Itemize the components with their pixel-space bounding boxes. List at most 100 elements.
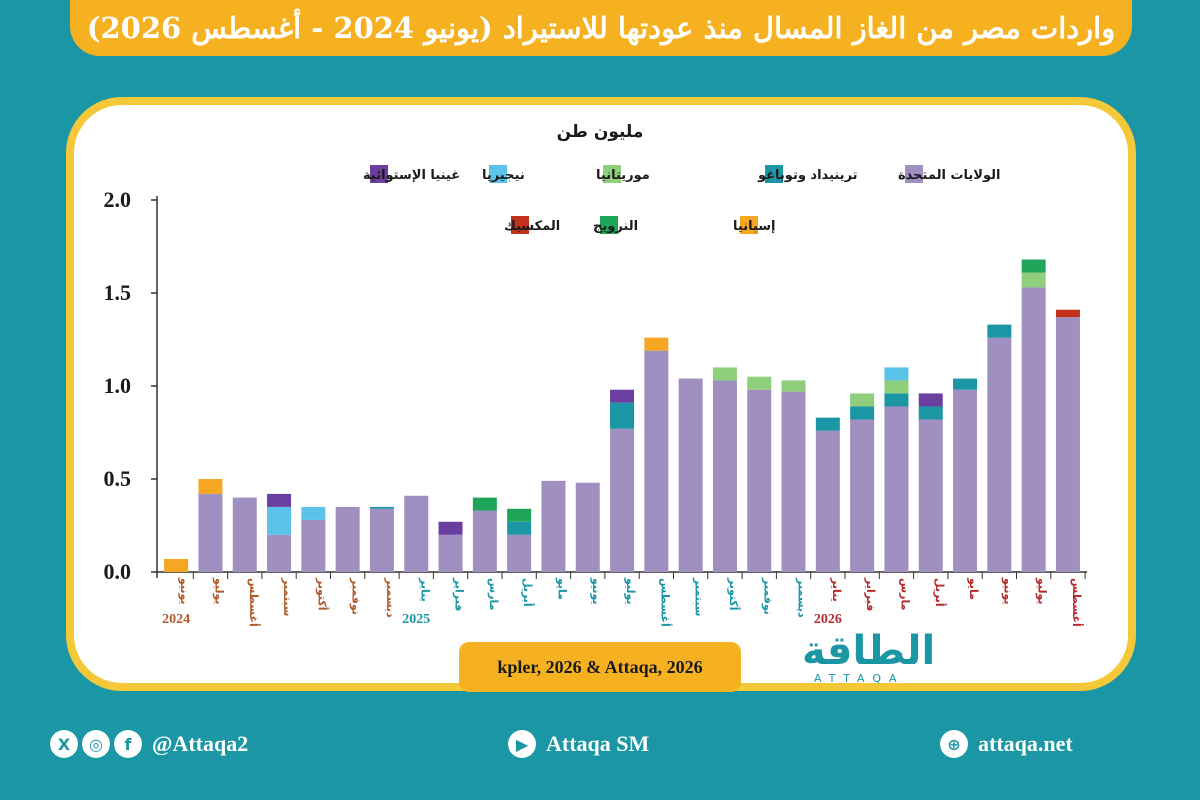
bar-segment	[712, 380, 737, 572]
social-handles: X ◎ f @Attaqa2	[50, 730, 248, 758]
bar-segment	[1021, 287, 1046, 572]
youtube-icon[interactable]: ▶	[508, 730, 536, 758]
x-tick-label: يناير	[830, 577, 843, 602]
legend-label: الولايات المتحدة	[898, 168, 1000, 183]
x-tick-label: مارس	[487, 578, 500, 610]
x-tick-label: نوفمبر	[761, 577, 774, 615]
legend-label: المكسيك	[504, 219, 560, 234]
legend-label: ترينيداد وتوباغو	[757, 168, 858, 183]
x-tick-label: مايو	[555, 577, 568, 600]
youtube-link: ▶ Attaqa SM	[508, 730, 649, 758]
x-tick-label: أبريل	[521, 578, 535, 607]
page-title: واردات مصر من الغاز المسال منذ عودتها لل…	[86, 11, 1116, 45]
legend-swatch	[905, 165, 923, 183]
social-handle-text[interactable]: @Attaqa2	[152, 731, 249, 756]
bar-segment	[884, 367, 909, 381]
legend-swatch	[511, 216, 529, 234]
bar-segment	[267, 534, 292, 572]
y-tick-label: 1.0	[104, 373, 132, 398]
logo-subtext: ATTAQA	[814, 672, 905, 685]
bar-segment	[884, 393, 909, 407]
x-tick-label: ديسمبر	[796, 577, 809, 618]
bar-segment	[987, 324, 1012, 338]
bar-segment	[507, 508, 532, 522]
legend-label: غينيا الإستوائية	[363, 168, 460, 183]
bar-segment	[541, 480, 566, 572]
website-text[interactable]: attaqa.net	[978, 731, 1073, 756]
legend-swatch	[370, 165, 388, 183]
x-tick-label: يوليو	[624, 577, 637, 605]
bar-segment	[918, 419, 943, 572]
bar-segment	[301, 519, 326, 572]
website-link: ⊕ attaqa.net	[940, 730, 1073, 758]
x-tick-label: يناير	[418, 577, 431, 602]
x-tick-label: أغسطس	[1070, 578, 1084, 627]
bar-segment	[781, 391, 806, 572]
source-label: kpler, 2026 & Attaqa, 2026	[459, 642, 741, 692]
x-tick-label: سبتمبر	[693, 577, 706, 617]
bar-segment	[850, 393, 875, 407]
x-tick-label: سبتمبر	[281, 577, 294, 617]
legend-swatch	[740, 216, 758, 234]
bar-segment	[610, 428, 635, 572]
legend-label: إسبانيا	[733, 219, 776, 234]
x-tick-label: أغسطس	[658, 578, 672, 627]
bar-segment	[575, 482, 600, 572]
title-banner: واردات مصر من الغاز المسال منذ عودتها لل…	[70, 0, 1132, 56]
y-tick-label: 1.5	[104, 280, 132, 305]
bar-segment	[610, 402, 635, 429]
bar-segment	[198, 493, 223, 572]
bar-segment	[712, 367, 737, 381]
bar-segment	[507, 534, 532, 572]
bar-segment	[644, 350, 669, 572]
facebook-icon[interactable]: f	[114, 730, 142, 758]
bar-segment	[404, 495, 429, 572]
youtube-text[interactable]: Attaqa SM	[546, 731, 650, 756]
x-tick-label: فبراير	[453, 577, 466, 611]
x-tick-label: فبراير	[864, 577, 877, 611]
legend-label: موريتانيا	[596, 168, 650, 183]
bar-segment	[232, 497, 257, 572]
bar-segment	[472, 497, 497, 511]
bar-segment	[815, 430, 840, 572]
bar-segment	[953, 378, 978, 390]
bar-segment	[953, 389, 978, 572]
x-tick-label: أغسطس	[247, 578, 261, 627]
bar-segment	[369, 508, 394, 572]
unit-label: مليون طن	[557, 122, 644, 142]
x-tick-label: أكتوبر	[727, 577, 741, 611]
y-tick-label: 0.0	[104, 559, 132, 584]
logo-text: الطاقة	[802, 628, 936, 674]
bar-segment	[335, 506, 360, 572]
bar-segment	[678, 378, 703, 572]
bar-segment	[747, 376, 772, 390]
x-tick-label: يونيو	[178, 577, 191, 605]
bar-segment	[918, 393, 943, 407]
bar-segment	[1055, 309, 1080, 318]
x-tick-label: أبريل	[933, 578, 947, 607]
legend-swatch	[765, 165, 783, 183]
bar-segment	[369, 506, 394, 509]
bar-segment	[164, 558, 189, 572]
legend-swatch	[489, 165, 507, 183]
x-icon[interactable]: X	[50, 730, 78, 758]
bar-segment	[267, 493, 292, 507]
bar-segment	[815, 417, 840, 431]
bar-segment	[438, 521, 463, 535]
bar-segment	[472, 510, 497, 572]
bar-segment	[438, 534, 463, 572]
y-tick-label: 2.0	[104, 187, 132, 212]
bar-segment	[507, 521, 532, 535]
bar-segment	[850, 406, 875, 420]
bar-segment	[884, 380, 909, 394]
bar-segment	[267, 506, 292, 535]
x-tick-label: مايو	[967, 577, 980, 600]
instagram-icon[interactable]: ◎	[82, 730, 110, 758]
bar-segment	[987, 337, 1012, 572]
x-tick-label: أكتوبر	[315, 577, 329, 611]
globe-icon[interactable]: ⊕	[940, 730, 968, 758]
bar-segment	[850, 419, 875, 572]
legend-label: نيجيريا	[482, 168, 525, 183]
bar-segment	[1021, 259, 1046, 273]
